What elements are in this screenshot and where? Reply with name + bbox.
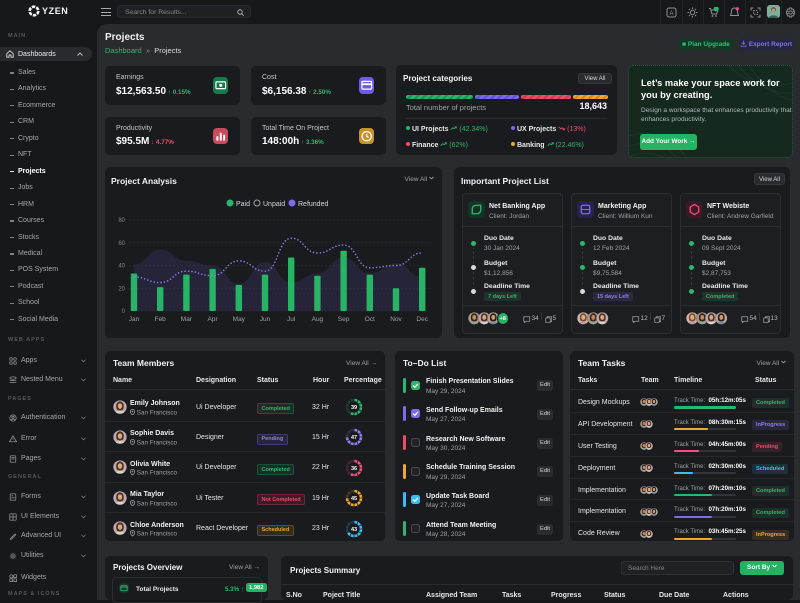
svg-text:Jun: Jun [260, 316, 271, 323]
svg-text:Paid: Paid [236, 201, 250, 208]
svg-text:A: A [669, 11, 673, 17]
svg-text:Jan: Jan [129, 316, 140, 323]
svg-text:45: 45 [351, 496, 357, 502]
svg-text:Feb: Feb [155, 316, 167, 323]
svg-text:39: 39 [351, 405, 357, 411]
svg-text:Mar: Mar [181, 316, 193, 323]
svg-text:Apr: Apr [208, 316, 219, 323]
svg-text:Dec: Dec [416, 316, 428, 323]
svg-text:Sep: Sep [338, 316, 350, 323]
svg-text:40: 40 [118, 264, 125, 270]
svg-text:Oct: Oct [365, 316, 375, 323]
svg-text:May: May [233, 316, 246, 323]
svg-text:Jul: Jul [287, 316, 296, 323]
svg-text:Refunded: Refunded [298, 201, 328, 208]
svg-text:60: 60 [118, 241, 125, 247]
svg-text:Aug: Aug [312, 316, 324, 323]
svg-text:43: 43 [351, 527, 357, 533]
svg-text:20: 20 [118, 286, 125, 292]
svg-text:80: 80 [118, 218, 125, 224]
svg-text:47: 47 [351, 436, 357, 442]
svg-text:36: 36 [351, 466, 357, 472]
svg-text:0: 0 [122, 309, 126, 315]
svg-text:Nov: Nov [390, 316, 402, 323]
svg-text:Unpaid: Unpaid [263, 201, 285, 208]
